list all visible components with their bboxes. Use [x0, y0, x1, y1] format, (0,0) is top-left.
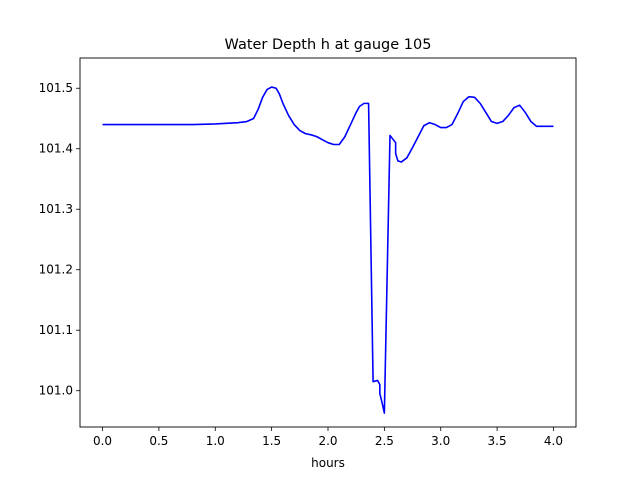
x-tick-label: 4.0 — [544, 434, 563, 448]
y-tick-label: 101.4 — [39, 142, 73, 156]
x-tick-label: 0.5 — [149, 434, 168, 448]
x-tick-label: 3.5 — [488, 434, 507, 448]
y-tick-label: 101.3 — [39, 202, 73, 216]
y-tick-label: 101.0 — [39, 384, 73, 398]
plot-frame — [79, 57, 577, 428]
plot-area — [102, 86, 554, 414]
x-axis: 0.0 0.5 1.0 1.5 2.0 2.5 3.0 3.5 4.0 — [93, 427, 563, 448]
x-axis-label: hours — [311, 456, 345, 470]
y-tick-label: 101.2 — [39, 263, 73, 277]
y-axis: 101.0 101.1 101.2 101.3 101.4 101.5 — [39, 81, 80, 398]
x-tick-label: 0.0 — [93, 434, 112, 448]
series-line-0 — [102, 86, 554, 414]
x-tick-label: 3.0 — [431, 434, 450, 448]
x-tick-label: 1.0 — [206, 434, 225, 448]
x-tick-label: 2.5 — [375, 434, 394, 448]
x-tick-label: 2.0 — [318, 434, 337, 448]
y-tick-label: 101.1 — [39, 323, 73, 337]
chart-title: Water Depth h at gauge 105 — [225, 37, 432, 53]
y-tick-label: 101.5 — [39, 81, 73, 95]
x-tick-label: 1.5 — [262, 434, 281, 448]
